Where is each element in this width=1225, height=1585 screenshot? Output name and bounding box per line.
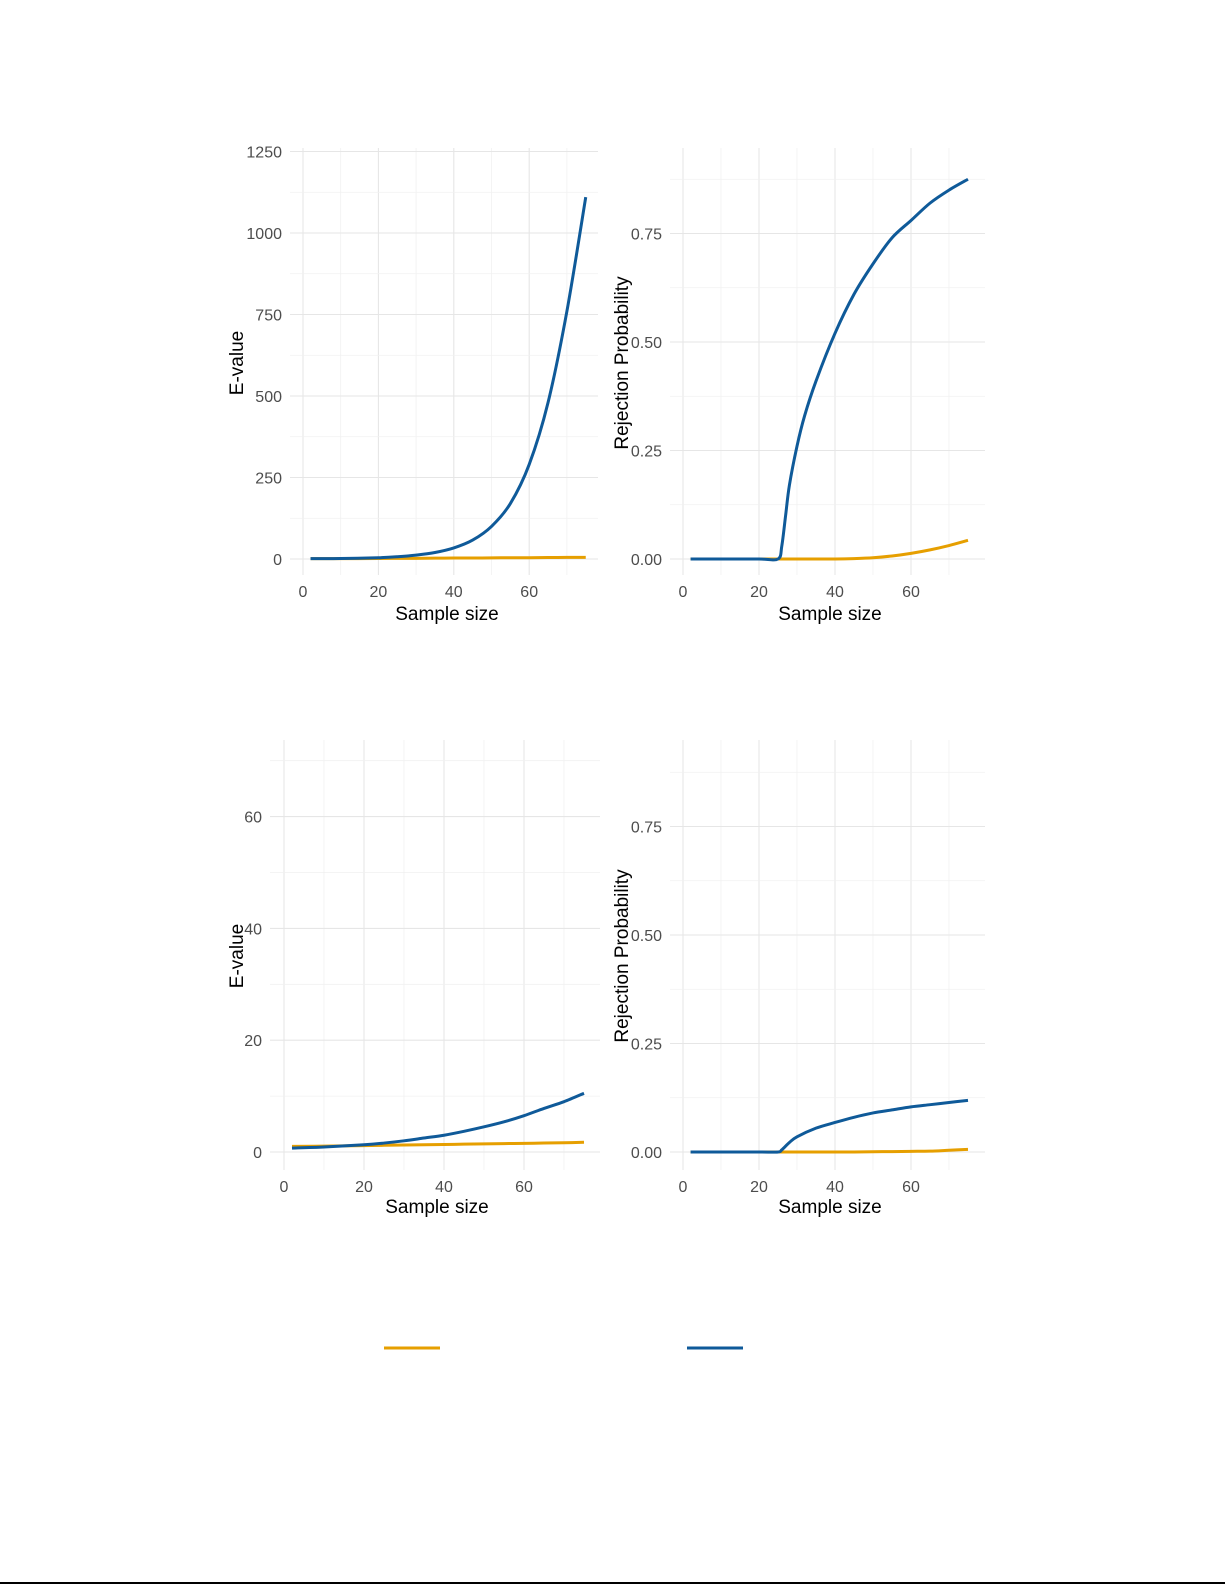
x-tick-label: 60: [520, 584, 538, 601]
x-axis-title: Sample size: [778, 604, 882, 625]
page-bottom-rule: [0, 1582, 1225, 1584]
x-tick-label: 0: [679, 584, 688, 601]
y-axis-title: Rejection Probability: [612, 276, 633, 450]
x-axis-title: Sample size: [395, 604, 499, 625]
y-axis-title: E-value: [227, 331, 248, 395]
y-tick-label: 500: [255, 389, 282, 406]
series-line-blue: [310, 196, 588, 561]
legend: [0, 1330, 1225, 1370]
x-tick-label: 20: [370, 584, 388, 601]
y-tick-label: 20: [244, 1033, 262, 1050]
x-axis-title: Sample size: [778, 1197, 882, 1218]
y-tick-label: 0.00: [631, 1145, 662, 1162]
y-tick-label: 250: [255, 471, 282, 488]
y-tick-label: 1000: [246, 226, 282, 243]
x-tick-label: 20: [750, 584, 768, 601]
y-tick-label: 750: [255, 308, 282, 325]
y-tick-label: 40: [244, 921, 262, 938]
x-tick-label: 60: [515, 1179, 533, 1196]
x-axis-title: Sample size: [385, 1197, 489, 1218]
x-tick-label: 20: [750, 1179, 768, 1196]
series-line-blue: [291, 1091, 585, 1150]
chart-panel-bottom-right: 0 20 40 60 0.00 0.25 0.50 0.75 Sample size Reject…: [612, 740, 985, 1218]
series-line-blue: [690, 177, 969, 562]
y-tick-label: 1250: [246, 145, 282, 162]
x-tick-label: 0: [299, 584, 308, 601]
chart-panel-top-right: 0 20 40 60 0.00 0.25 0.50 0.75 Sample size Reject…: [0, 0, 1225, 700]
x-tick-label: 40: [826, 584, 844, 601]
x-tick-label: 20: [355, 1179, 373, 1196]
y-tick-label: 0.25: [631, 444, 662, 461]
y-tick-label: 60: [244, 810, 262, 827]
y-tick-label: 0.50: [631, 928, 662, 945]
chart-svg: 0 20 40 60 0 250 500 750 1000 1250 Sample size E-va…: [227, 145, 598, 625]
y-tick-label: 0: [273, 552, 282, 569]
y-tick-label: 0.75: [631, 227, 662, 244]
y-tick-label: 0.00: [631, 552, 662, 569]
y-tick-label: 0.25: [631, 1037, 662, 1054]
x-tick-label: 40: [445, 584, 463, 601]
chart-panel-bottom-left: 0 20 40 60 0 20 40 60 Sample size E-value: [227, 740, 600, 1218]
x-tick-label: 60: [902, 584, 920, 601]
x-tick-label: 0: [280, 1179, 289, 1196]
y-axis-title: E-value: [227, 924, 248, 988]
chart-svg: 0 20 40 60 0.00 0.25 0.50 0.75 Sample size Reject…: [612, 740, 985, 1218]
chart-svg: 0 20 40 60 0.00 0.25 0.50 0.75 Sample size Reject…: [612, 148, 985, 625]
chart-svg: 0 20 40 60 0 20 40 60 Sample size E-value: [227, 740, 600, 1218]
chart-panel-top-left: 0 20 40 60 0 250 500 750 1000 1250 Sample size E-va…: [0, 0, 1225, 700]
y-tick-label: 0: [253, 1145, 262, 1162]
y-tick-label: 0.75: [631, 820, 662, 837]
x-tick-label: 60: [902, 1179, 920, 1196]
x-tick-label: 0: [679, 1179, 688, 1196]
x-tick-label: 40: [435, 1179, 453, 1196]
x-tick-label: 40: [826, 1179, 844, 1196]
y-tick-label: 0.50: [631, 335, 662, 352]
series-line-blue: [690, 1098, 969, 1154]
y-axis-title: Rejection Probability: [612, 869, 633, 1043]
